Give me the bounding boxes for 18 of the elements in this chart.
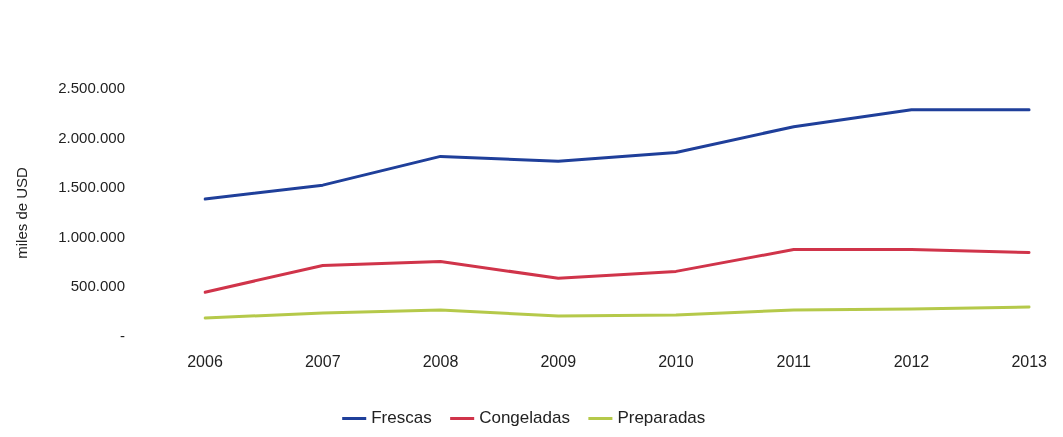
y-tick-label: 1.500.000 [58, 178, 125, 196]
x-tick-label: 2006 [187, 352, 223, 370]
y-tick-label: 1.000.000 [58, 227, 125, 245]
y-tick-label: 500.000 [70, 277, 125, 295]
y-axis-title: miles de USD [13, 166, 31, 259]
x-tick-label: 2010 [658, 352, 694, 370]
y-tick-label: 2.000.000 [58, 128, 125, 146]
y-tick-label: - [120, 326, 125, 344]
x-tick-label: 2012 [893, 352, 930, 370]
x-tick-label: 2009 [540, 352, 577, 370]
y-tick-label: 2.500.000 [58, 79, 125, 97]
legend-label: Preparadas [617, 408, 706, 428]
legend-label: Congeladas [479, 408, 570, 428]
x-tick-label: 2011 [776, 352, 812, 370]
x-tick-label: 2008 [422, 352, 459, 370]
legend-label: Frescas [371, 408, 432, 428]
x-tick-label: 2013 [1011, 352, 1048, 370]
x-tick-label: 2007 [304, 352, 341, 370]
